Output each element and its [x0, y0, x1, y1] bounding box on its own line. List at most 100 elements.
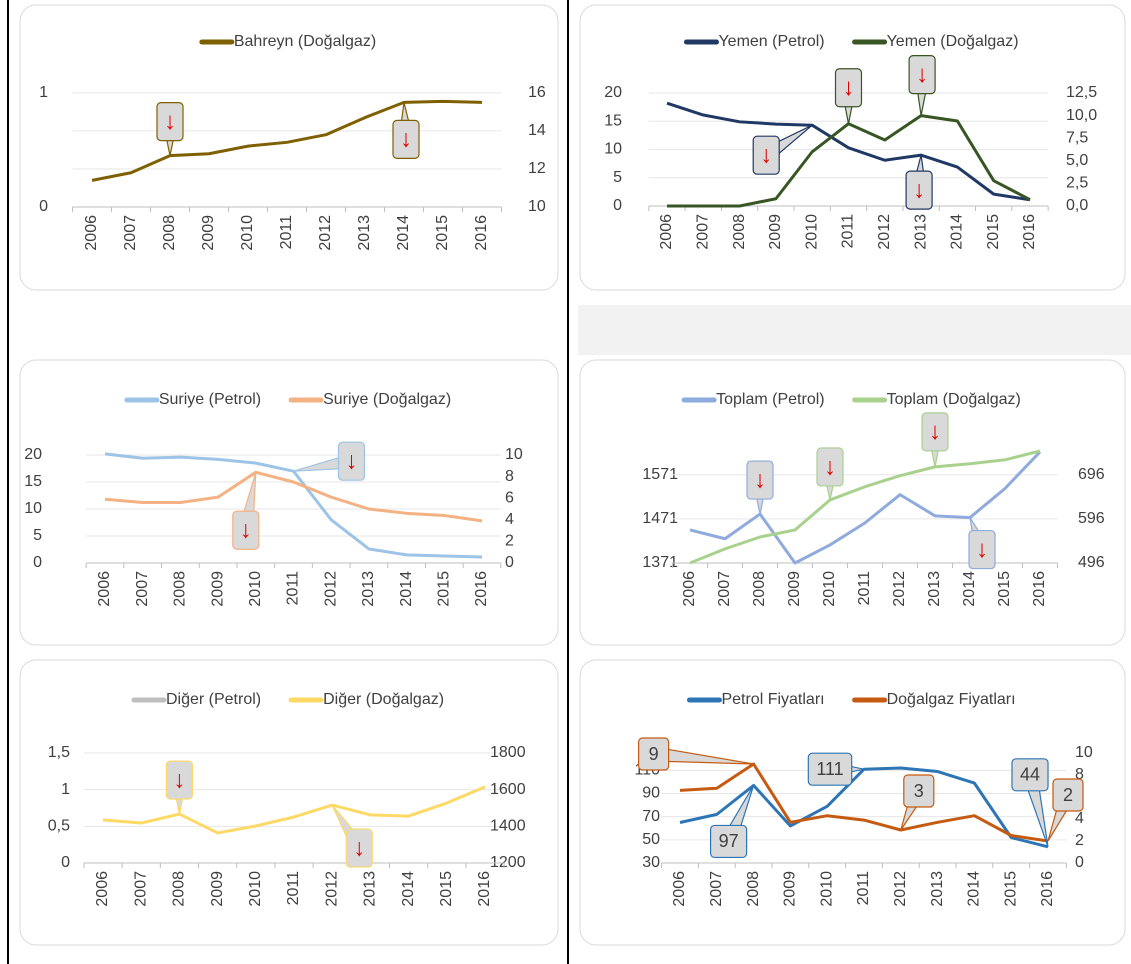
callout-box — [746, 460, 774, 500]
x-tick-label: 2013 — [926, 571, 943, 607]
y-tick-label: 0 — [39, 198, 48, 215]
y2-tick-label: 6 — [505, 489, 514, 506]
callout: ↓ — [165, 760, 193, 815]
x-tick-label: 2015 — [436, 571, 453, 607]
x-tick-label: 2007 — [716, 571, 733, 607]
callout: 3 — [900, 774, 935, 831]
callout: ↓ — [156, 102, 184, 156]
x-tick-label: 2012 — [317, 215, 334, 251]
callout: ↓ — [908, 54, 936, 116]
x-tick-label: 2016 — [1031, 571, 1048, 607]
x-tick-label: 2013 — [360, 571, 377, 607]
x-tick-label: 2011 — [840, 214, 857, 249]
legend-label: Yemen (Doğalgaz) — [887, 33, 1019, 50]
panel — [19, 359, 559, 646]
callout: ↓ — [816, 447, 844, 501]
callout-arrow: ↓ — [976, 536, 988, 563]
callout-arrow: ↓ — [913, 176, 925, 203]
callout-box — [905, 170, 933, 210]
callout: ↓ — [834, 68, 863, 124]
y2-tick-label: 4 — [505, 511, 514, 528]
x-tick-label: 2009 — [767, 214, 784, 250]
callout: ↓ — [331, 804, 373, 868]
callout-arrow: ↓ — [346, 448, 358, 475]
x-tick-label: 2011 — [278, 215, 295, 250]
x-tick-label: 2013 — [362, 871, 379, 907]
y-tick-label: 30 — [642, 854, 660, 871]
x-tick-label: 2010 — [247, 871, 264, 907]
series-line — [689, 449, 1041, 565]
callout-box — [903, 774, 935, 808]
callout-box — [807, 752, 853, 786]
x-tick-label: 2008 — [172, 571, 189, 607]
callout: 111 — [807, 752, 865, 786]
y2-tick-label: 10,0 — [1066, 107, 1097, 124]
x-tick-label: 2016 — [473, 215, 490, 251]
y-tick-label: 70 — [642, 808, 660, 825]
y2-tick-label: 496 — [1078, 554, 1105, 571]
y-tick-label: 1 — [61, 781, 70, 798]
x-tick-label: 2007 — [695, 214, 712, 250]
y-tick-label: 20 — [604, 84, 622, 101]
x-tick-label: 2006 — [671, 871, 688, 907]
x-tick-label: 2016 — [473, 571, 490, 607]
legend: Yemen (Petrol) Yemen (Doğalgaz) — [683, 33, 1019, 50]
y-tick-label: 1 — [39, 84, 48, 101]
data-label: 9 — [649, 744, 659, 764]
x-tick-label: 2012 — [322, 571, 339, 607]
x-tick-label: 2011 — [285, 871, 302, 906]
separator — [578, 305, 1131, 355]
x-tick-label: 2014 — [400, 871, 417, 907]
y2-tick-label: 14 — [528, 122, 546, 139]
y2-tick-label: 5,0 — [1066, 152, 1088, 169]
panel — [579, 4, 1126, 291]
x-tick-label: 2009 — [200, 215, 217, 251]
callout-box — [165, 760, 193, 800]
panel — [19, 4, 559, 291]
x-tick-label: 2010 — [247, 571, 264, 607]
y-tick-label: 20 — [24, 446, 42, 463]
panel — [579, 659, 1126, 946]
x-tick-label: 2007 — [708, 871, 725, 907]
y2-tick-label: 4 — [1075, 810, 1084, 827]
y-tick-label: 90 — [642, 785, 660, 802]
callout: ↓ — [905, 154, 933, 210]
legend-label: Bahreyn (Doğalgaz) — [234, 33, 376, 50]
callout-arrow: ↓ — [929, 418, 941, 445]
y2-tick-label: 10 — [528, 198, 546, 215]
x-tick-label: 2009 — [782, 871, 799, 907]
callout: 97 — [709, 785, 755, 859]
callout-box — [637, 737, 670, 771]
y2-tick-label: 8 — [1075, 766, 1084, 783]
series-line — [666, 101, 1031, 202]
x-tick-label: 2014 — [949, 214, 966, 250]
callout-arrow: ↓ — [760, 142, 772, 169]
callout-box — [816, 447, 844, 487]
callout-arrow: ↓ — [824, 453, 836, 480]
data-label: 97 — [719, 831, 739, 851]
x-tick-label: 2006 — [681, 571, 698, 607]
y2-tick-label: 12,5 — [1066, 84, 1097, 101]
y2-tick-label: 7,5 — [1066, 129, 1088, 146]
x-tick-label: 2014 — [966, 871, 983, 907]
callout: ↓ — [752, 124, 813, 175]
y-tick-label: 0 — [61, 854, 70, 871]
x-tick-label: 2014 — [398, 571, 415, 607]
callout-box — [345, 828, 373, 868]
y2-tick-label: 1600 — [490, 781, 526, 798]
y-tick-label: 0 — [613, 197, 622, 214]
x-tick-label: 2013 — [356, 215, 373, 251]
data-label: 2 — [1063, 785, 1073, 805]
y-tick-label: 1471 — [642, 510, 678, 527]
callout: ↓ — [921, 412, 949, 467]
x-tick-label: 2015 — [1002, 871, 1019, 907]
x-tick-label: 2016 — [476, 871, 493, 907]
y-tick-label: 10 — [24, 500, 42, 517]
x-tick-label: 2008 — [745, 871, 762, 907]
y2-tick-label: 2 — [505, 533, 514, 550]
callout-box — [921, 412, 949, 452]
x-tick-label: 2006 — [96, 571, 113, 607]
x-tick-label: 2015 — [996, 571, 1013, 607]
